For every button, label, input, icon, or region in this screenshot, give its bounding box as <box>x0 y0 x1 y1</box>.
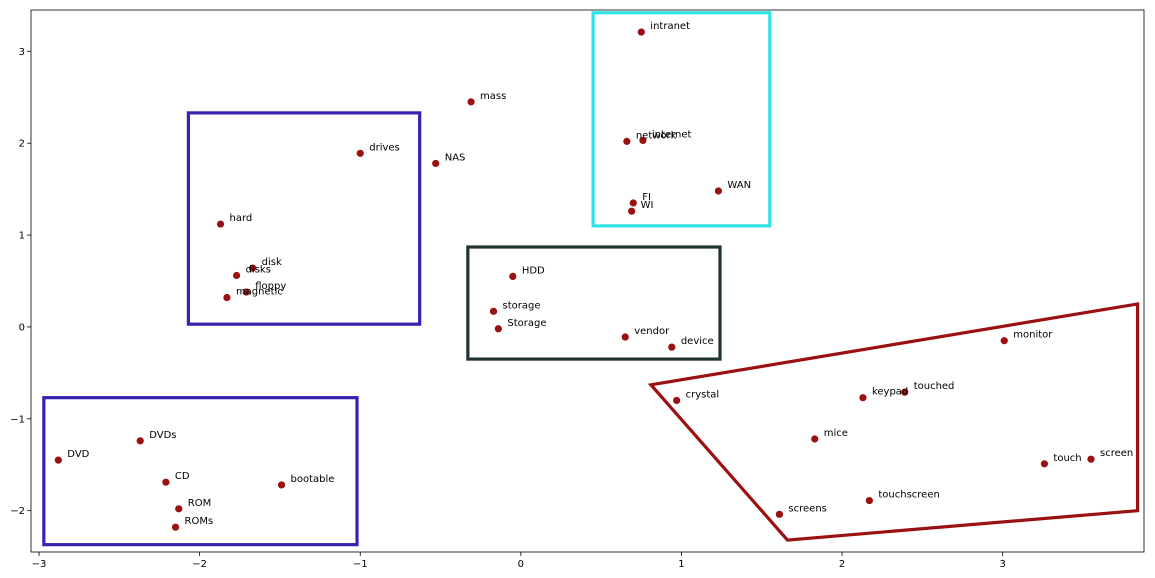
plot-area-frame <box>30 9 1145 553</box>
data-point <box>775 510 784 518</box>
data-point <box>865 496 873 505</box>
data-point <box>467 98 475 106</box>
cluster-polygon-4 <box>647 302 1140 542</box>
data-point-label: mice <box>824 428 848 439</box>
x-axis-ticks: −3 −2 −1 0 1 2 3 <box>32 552 1006 570</box>
data-point <box>171 523 180 531</box>
data-point-label: WAN <box>727 180 751 191</box>
data-point <box>668 343 676 351</box>
data-point-label: NAS <box>445 152 466 163</box>
y-tick-label: 3 <box>19 47 25 58</box>
data-point-label: mass <box>480 91 506 102</box>
x-tick-label: −2 <box>192 559 207 570</box>
data-point <box>223 293 231 302</box>
data-point <box>639 136 647 145</box>
data-point <box>714 187 722 195</box>
x-tick-label: −3 <box>32 559 47 570</box>
data-point <box>628 207 636 215</box>
y-tick-label: −2 <box>10 506 25 517</box>
x-tick-label: −1 <box>353 559 368 570</box>
data-point <box>162 478 170 486</box>
y-tick-label: 2 <box>19 139 25 150</box>
data-point-label: network <box>636 130 677 141</box>
cluster-box-3 <box>42 396 359 547</box>
data-point-label: device <box>681 336 714 347</box>
data-point-label: crystal <box>686 389 720 400</box>
data-point <box>673 396 681 405</box>
y-tick-label: 1 <box>19 231 25 242</box>
data-point <box>623 137 631 145</box>
data-point-label: drives <box>369 142 400 153</box>
data-point <box>54 456 62 464</box>
data-point <box>489 307 498 315</box>
data-point <box>175 505 183 513</box>
data-point <box>136 437 144 445</box>
cluster-box-2 <box>466 245 722 361</box>
data-point-label: floppy <box>255 281 286 292</box>
data-point-label: screen <box>1100 448 1133 459</box>
x-tick-label: 0 <box>518 559 524 570</box>
data-point-label: hard <box>230 213 253 224</box>
data-point-label: FI <box>642 192 651 203</box>
data-point-label: bootable <box>291 474 335 485</box>
data-point <box>1000 337 1008 345</box>
data-point <box>356 149 364 157</box>
data-point-label: HDD <box>522 265 545 276</box>
data-point <box>637 28 645 36</box>
data-point-label: monitor <box>1013 330 1053 341</box>
data-point-label: WI <box>641 200 654 211</box>
data-point-label: ROM <box>188 498 211 509</box>
data-point <box>859 394 867 402</box>
data-point <box>1087 455 1095 463</box>
data-point-label: touchscreen <box>878 490 939 501</box>
data-point <box>242 288 250 296</box>
y-tick-label: −1 <box>10 414 25 425</box>
data-point <box>249 264 257 272</box>
data-point-label: intranet <box>650 21 690 32</box>
data-point <box>629 199 637 207</box>
cluster-annotations <box>42 11 1140 547</box>
data-point <box>509 272 517 281</box>
data-point-label: disks <box>246 264 271 275</box>
data-point <box>811 435 819 443</box>
data-point-label: keypad <box>872 387 908 398</box>
data-point-label: screens <box>788 503 826 514</box>
data-point-label: storage <box>503 300 541 311</box>
data-point-label: internet <box>652 129 692 140</box>
data-point-label: Storage <box>507 318 546 329</box>
data-point-label: touch <box>1053 453 1081 464</box>
data-point-label: ROMs <box>185 516 214 527</box>
data-point-label: CD <box>175 471 190 482</box>
cluster-box-0 <box>186 111 422 326</box>
data-point-label: magnetic <box>236 287 283 298</box>
data-point <box>216 220 225 228</box>
data-point <box>277 481 286 489</box>
data-point <box>901 388 909 396</box>
data-point <box>1040 460 1049 468</box>
data-point-label: touched <box>914 381 955 392</box>
x-tick-label: 3 <box>999 559 1005 570</box>
data-point <box>432 159 440 168</box>
data-point-label: DVDs <box>149 430 176 441</box>
data-point-label: vendor <box>634 326 670 337</box>
y-axis-ticks: −2 −1 0 1 2 3 <box>10 47 31 517</box>
data-point-label: DVD <box>67 449 89 460</box>
y-tick-label: 0 <box>19 322 25 333</box>
x-tick-label: 2 <box>839 559 845 570</box>
cluster-box-1 <box>591 11 772 228</box>
x-tick-label: 1 <box>678 559 684 570</box>
data-point <box>494 325 502 333</box>
data-point <box>621 333 629 341</box>
data-point-label: disk <box>262 257 282 268</box>
data-point <box>232 271 241 280</box>
